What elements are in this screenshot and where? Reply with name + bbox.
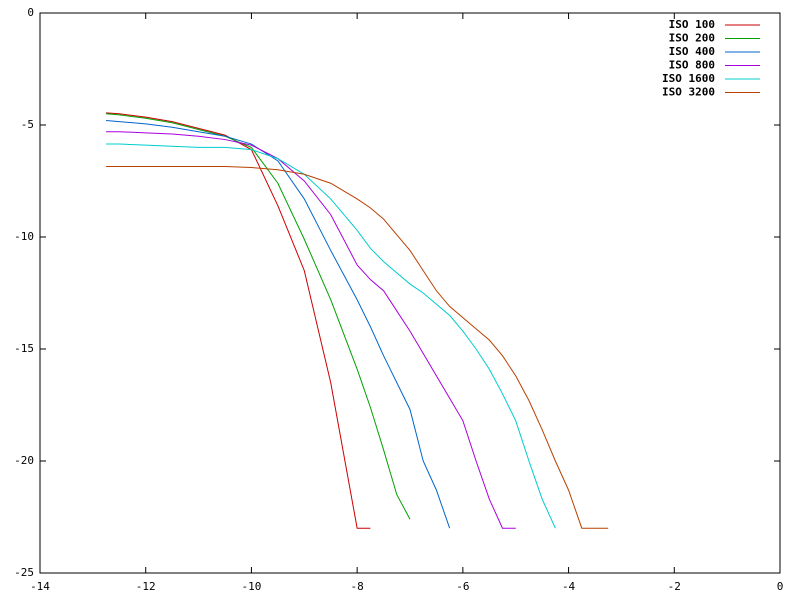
x-tick-label: -8 <box>351 580 364 593</box>
y-tick-label: -25 <box>14 566 34 579</box>
legend-label: ISO 3200 <box>662 86 715 99</box>
legend-label: ISO 800 <box>669 59 715 72</box>
legend-label: ISO 1600 <box>662 72 715 85</box>
x-tick-label: -2 <box>668 580 681 593</box>
series-line <box>106 131 516 529</box>
y-tick-label: -5 <box>21 118 34 131</box>
legend-label: ISO 100 <box>669 18 715 31</box>
series-line <box>106 165 609 529</box>
y-tick-label: -10 <box>14 230 34 243</box>
x-tick-label: -4 <box>562 580 576 593</box>
series-line <box>106 113 411 520</box>
x-tick-label: -12 <box>136 580 156 593</box>
legend-label: ISO 200 <box>669 32 715 45</box>
x-tick-label: -14 <box>30 580 50 593</box>
series-line <box>106 112 371 529</box>
plot-frame <box>39 12 781 574</box>
series-line <box>106 143 556 529</box>
x-tick-label: 0 <box>777 580 784 593</box>
x-tick-label: -10 <box>241 580 261 593</box>
y-tick-label: -20 <box>14 454 34 467</box>
y-tick-label: -15 <box>14 342 34 355</box>
x-tick-label: -6 <box>456 580 469 593</box>
y-tick-label: 0 <box>27 6 34 19</box>
series-line <box>106 120 451 529</box>
legend-label: ISO 400 <box>669 45 715 58</box>
